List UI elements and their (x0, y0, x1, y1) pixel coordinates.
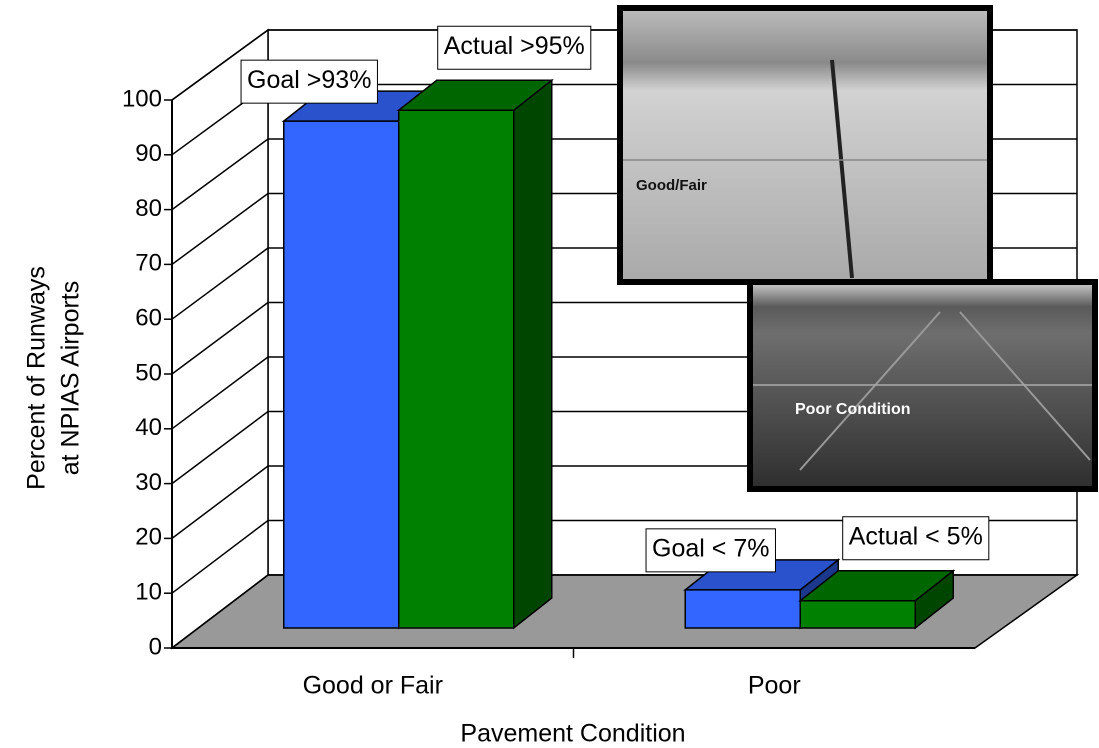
y-tick-label: 60 (135, 305, 162, 332)
photo-poor: Poor Condition (747, 279, 1098, 492)
photo-detail (799, 311, 941, 471)
x-tick-label: Good or Fair (303, 672, 443, 700)
bars (281, 78, 956, 630)
y-tick-label: 90 (135, 140, 162, 167)
grid-line (171, 192, 269, 266)
photo-detail (830, 59, 854, 279)
value-label: Actual >95% (444, 32, 585, 60)
y-tick-label: 100 (122, 85, 162, 112)
grid-line (171, 138, 269, 211)
grid-line (171, 574, 269, 649)
y-axis-title: Percent of Runways (23, 266, 51, 490)
y-tick-label: 50 (135, 359, 162, 386)
bar-side (513, 78, 553, 630)
y-tick-label: 70 (135, 250, 162, 277)
y-tick-label: 30 (135, 469, 162, 496)
value-label: Actual < 5% (849, 522, 983, 550)
bar (799, 600, 916, 629)
grid-line (171, 465, 269, 539)
bar (283, 120, 400, 629)
grid-line (171, 301, 269, 375)
grid-line (171, 29, 269, 101)
y-tick-label: 10 (135, 579, 162, 606)
grid-line (171, 247, 269, 320)
y-tick-label: 40 (135, 414, 162, 441)
grid-line (171, 356, 269, 430)
annotation: Poor Condition (795, 401, 911, 418)
y-tick-label: 80 (135, 195, 162, 222)
value-label: Goal < 7% (652, 534, 769, 562)
value-label: Goal >93% (247, 66, 371, 94)
photo-good: Good/Fair (617, 5, 993, 285)
y-tick-label: 20 (135, 524, 162, 551)
x-axis-title: Pavement Condition (460, 720, 685, 748)
grid-line (171, 519, 269, 594)
y-axis-title: at NPIAS Airports (57, 281, 85, 476)
photo-detail (959, 311, 1091, 461)
bar (398, 109, 515, 629)
photo-frame (617, 5, 993, 285)
value-label-box (437, 25, 592, 70)
x-tick-label: Poor (748, 672, 801, 700)
bar (684, 589, 801, 629)
annotation: Good/Fair (636, 177, 707, 194)
value-label-box (240, 59, 378, 104)
value-label-box (842, 516, 990, 561)
value-labels: Goal >93% Actual >95% Goal < 7% Actual < 5% (240, 25, 990, 573)
grid-line (171, 410, 269, 485)
y-tick-label: 0 (149, 633, 162, 660)
value-label-box (645, 528, 776, 573)
